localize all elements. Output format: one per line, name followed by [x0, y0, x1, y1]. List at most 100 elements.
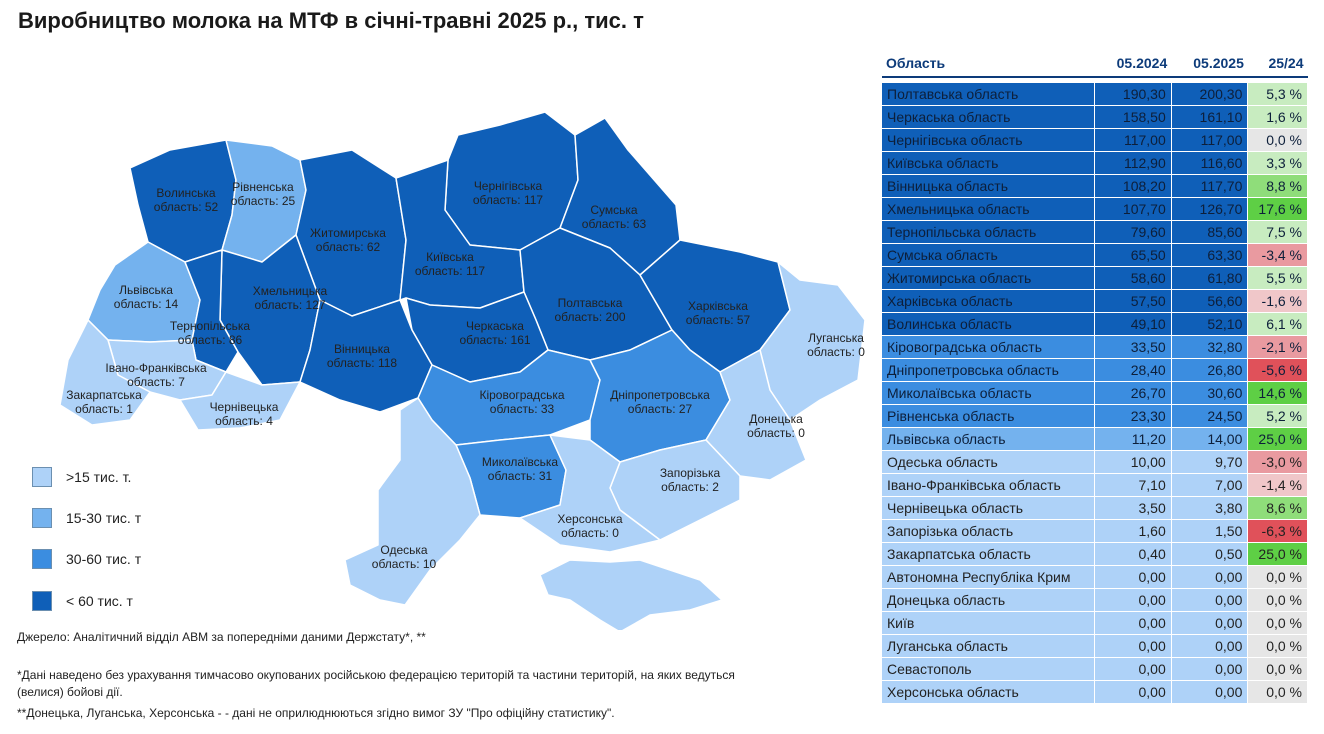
- map-label-value: область: 117: [473, 193, 544, 207]
- legend-label: < 60 тис. т: [66, 593, 133, 609]
- map-label-luhansk: Луганська область: 0: [807, 331, 865, 359]
- map-label-value: область: 117: [415, 264, 486, 278]
- legend-label: 15-30 тис. т: [66, 510, 142, 526]
- map-label-name: Луганська: [808, 331, 864, 345]
- map-label-sumy: Сумська область: 63: [582, 203, 647, 231]
- table-row: Чернігівська область 117,00 117,00 0,0 %: [882, 128, 1308, 152]
- legend-item: >15 тис. т.: [32, 466, 131, 488]
- change-cell: -1,4 %: [1247, 473, 1308, 497]
- value-2025-cell: 0,00: [1171, 634, 1249, 658]
- map-label-chernivtsi: Чернівецька область: 4: [210, 400, 279, 428]
- value-2024-cell: 0,00: [1094, 634, 1172, 658]
- value-2025-cell: 3,80: [1171, 496, 1249, 520]
- map-label-name: Кіровоградська: [479, 388, 564, 402]
- legend-item: < 60 тис. т: [32, 590, 133, 612]
- region-cell: Миколаївська область: [882, 381, 1096, 405]
- value-2025-cell: 32,80: [1171, 335, 1249, 359]
- map-label-name: Волинська: [156, 186, 216, 200]
- legend-swatch: [32, 591, 52, 611]
- map-label-ternopil: Тернопільська область: 86: [170, 319, 250, 347]
- map-label-mykolaiv: Миколаївська область: 31: [482, 455, 559, 483]
- map-label-name: Донецька: [749, 412, 803, 426]
- table-row: Севастополь 0,00 0,00 0,0 %: [882, 657, 1308, 681]
- value-2024-cell: 158,50: [1094, 105, 1172, 129]
- table-row: Харківська область 57,50 56,60 -1,6 %: [882, 289, 1308, 313]
- region-cell: Херсонська область: [882, 680, 1096, 704]
- region-cell: Київ: [882, 611, 1096, 635]
- table-row: Вінницька область 108,20 117,70 8,8 %: [882, 174, 1308, 198]
- map-region-donetsk: [705, 349, 807, 481]
- value-2024-cell: 10,00: [1094, 450, 1172, 474]
- map-label-name: Львівська: [119, 283, 173, 297]
- region-cell: Чернігівська область: [882, 128, 1096, 152]
- change-cell: 3,3 %: [1247, 151, 1308, 175]
- value-2025-cell: 0,50: [1171, 542, 1249, 566]
- region-cell: Хмельницька область: [882, 197, 1096, 221]
- region-cell: Сумська область: [882, 243, 1096, 267]
- map-label-kharkiv: Харківська область: 57: [686, 299, 751, 327]
- value-2024-cell: 7,10: [1094, 473, 1172, 497]
- value-2025-cell: 85,60: [1171, 220, 1249, 244]
- value-2025-cell: 52,10: [1171, 312, 1249, 336]
- change-cell: 6,1 %: [1247, 312, 1308, 336]
- value-2024-cell: 33,50: [1094, 335, 1172, 359]
- region-cell: Автономна Республіка Крим: [882, 565, 1096, 589]
- value-2025-cell: 0,00: [1171, 680, 1249, 704]
- map-region-crimea: [539, 559, 723, 630]
- map-label-value: область: 10: [372, 557, 437, 571]
- map-label-value: область: 1: [75, 402, 133, 416]
- value-2024-cell: 107,70: [1094, 197, 1172, 221]
- map-label-zhytomyr: Житомирська область: 62: [310, 226, 386, 254]
- value-2024-cell: 57,50: [1094, 289, 1172, 313]
- map-label-name: Житомирська: [310, 226, 386, 240]
- region-cell: Луганська область: [882, 634, 1096, 658]
- production-table: Область 05.2024 05.2025 25/24 Полтавська…: [882, 50, 1308, 704]
- value-2025-cell: 14,00: [1171, 427, 1249, 451]
- value-2024-cell: 1,60: [1094, 519, 1172, 543]
- value-2025-cell: 63,30: [1171, 243, 1249, 267]
- map-label-name: Запорізька: [660, 466, 721, 480]
- map-label-name: Херсонська: [557, 512, 623, 526]
- col-header-change: 25/24: [1247, 50, 1308, 78]
- value-2024-cell: 49,10: [1094, 312, 1172, 336]
- value-2025-cell: 1,50: [1171, 519, 1249, 543]
- table-row: Житомирська область 58,60 61,80 5,5 %: [882, 266, 1308, 290]
- change-cell: 8,6 %: [1247, 496, 1308, 520]
- value-2025-cell: 0,00: [1171, 657, 1249, 681]
- value-2025-cell: 200,30: [1171, 82, 1249, 106]
- map-label-name: Івано-Франківська: [105, 361, 207, 375]
- value-2024-cell: 0,00: [1094, 680, 1172, 704]
- map-label-rivne: Рівненська область: 25: [231, 180, 296, 208]
- footnote-2: **Донецька, Луганська, Херсонська - - да…: [17, 706, 615, 720]
- map-label-name: Вінницька: [334, 342, 390, 356]
- value-2024-cell: 26,70: [1094, 381, 1172, 405]
- value-2025-cell: 0,00: [1171, 588, 1249, 612]
- map-label-khmelnytskyi: Хмельницька область: 127: [253, 284, 328, 312]
- col-header-region: Область: [882, 50, 1095, 78]
- map-label-name: Закарпатська: [66, 388, 142, 402]
- map-label-value: область: 62: [316, 240, 381, 254]
- region-cell: Закарпатська область: [882, 542, 1096, 566]
- map-label-name: Хмельницька: [253, 284, 328, 298]
- map-label-name: Чернігівська: [474, 179, 543, 193]
- table-row: Львівська область 11,20 14,00 25,0 %: [882, 427, 1308, 451]
- value-2025-cell: 0,00: [1171, 565, 1249, 589]
- value-2024-cell: 28,40: [1094, 358, 1172, 382]
- value-2025-cell: 116,60: [1171, 151, 1249, 175]
- map-label-value: область: 52: [154, 200, 219, 214]
- change-cell: -3,4 %: [1247, 243, 1308, 267]
- map-label-kherson: Херсонська область: 0: [557, 512, 623, 540]
- value-2024-cell: 11,20: [1094, 427, 1172, 451]
- map-region-chernivtsi: [179, 371, 301, 431]
- change-cell: -5,6 %: [1247, 358, 1308, 382]
- value-2025-cell: 161,10: [1171, 105, 1249, 129]
- table-row: Кіровоградська область 33,50 32,80 -2,1 %: [882, 335, 1308, 359]
- value-2025-cell: 0,00: [1171, 611, 1249, 635]
- map-label-zakarpattia: Закарпатська область: 1: [66, 388, 142, 416]
- table-row: Сумська область 65,50 63,30 -3,4 %: [882, 243, 1308, 267]
- table-row: Закарпатська область 0,40 0,50 25,0 %: [882, 542, 1308, 566]
- value-2025-cell: 117,00: [1171, 128, 1249, 152]
- map-label-zaporizhzhia: Запорізька область: 2: [660, 466, 721, 494]
- change-cell: -2,1 %: [1247, 335, 1308, 359]
- map-label-value: область: 118: [327, 356, 398, 370]
